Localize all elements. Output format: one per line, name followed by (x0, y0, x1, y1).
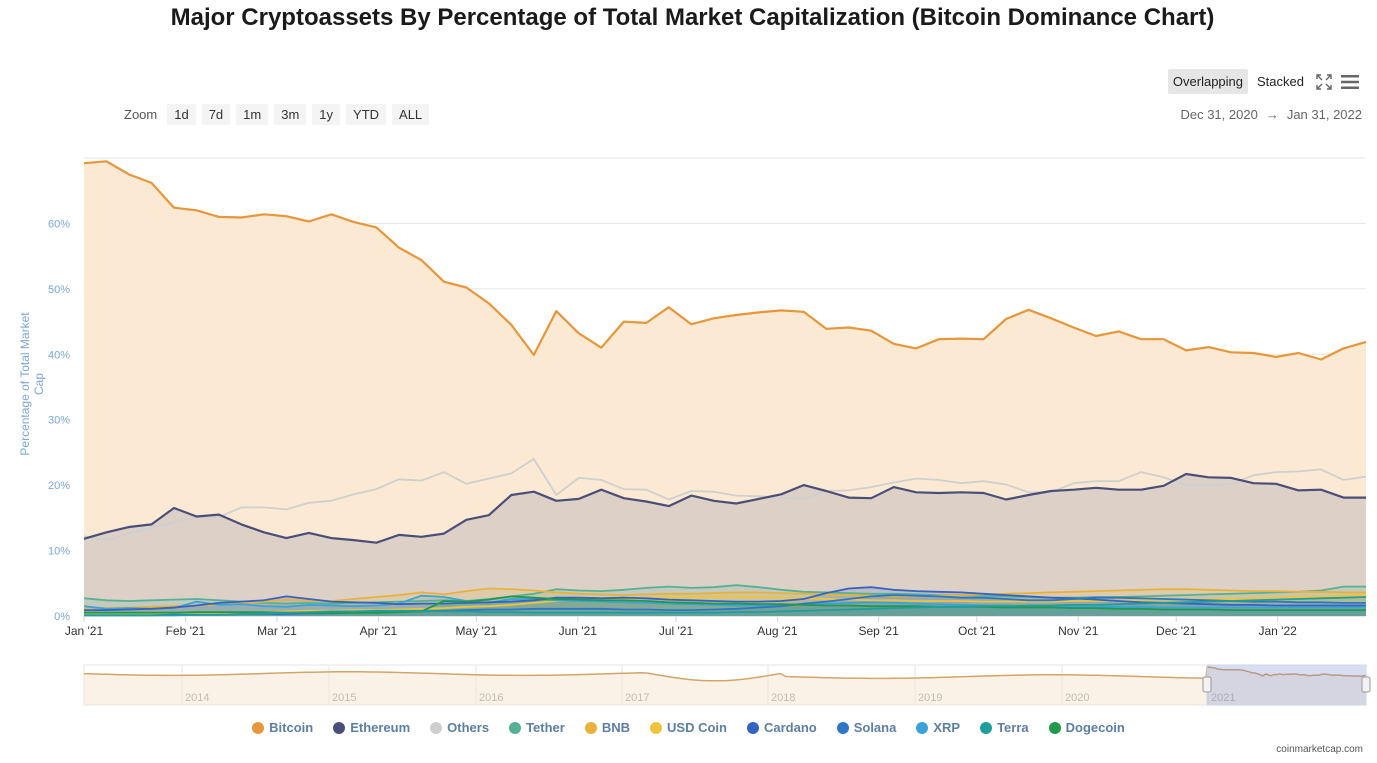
line-ethereum[interactable] (83, 472, 1366, 544)
line-usd-coin[interactable] (84, 594, 1367, 615)
y-tick-label: 0% (54, 611, 70, 623)
x-tick-label: Jul '21 (659, 624, 694, 638)
legend-dot-icon (1048, 721, 1061, 734)
legend-item-tether[interactable]: Tether (509, 720, 565, 735)
range-arrow: → (1265, 107, 1279, 122)
legend-dot-icon (650, 721, 663, 734)
area-dogecoin (84, 596, 1366, 616)
legend-label: Tether (526, 720, 565, 735)
legend-dot-icon (980, 721, 993, 734)
y-tick-label: 10% (48, 546, 70, 558)
legend-item-others[interactable]: Others (430, 720, 489, 735)
x-tick-label: Jan '22 (1258, 624, 1297, 638)
navigator-area (84, 667, 1366, 705)
legend-item-usd-coin[interactable]: USD Coin (650, 720, 727, 735)
fullscreen-icon[interactable] (1313, 71, 1335, 93)
area-ethereum (84, 474, 1366, 616)
legend-label: Dogecoin (1065, 720, 1125, 735)
legend-item-bnb[interactable]: BNB (584, 720, 631, 735)
zoom-ytd-button[interactable]: YTD (346, 104, 387, 125)
chart-mode-toolbar: Overlapping Stacked (1167, 69, 1361, 94)
legend-label: Solana (853, 720, 897, 735)
x-tick-label: May '21 (456, 624, 498, 638)
legend-label: BNB (601, 720, 631, 735)
line-solana[interactable] (84, 594, 1366, 617)
legend-dot-icon (746, 721, 759, 734)
navigator-selection[interactable] (1206, 664, 1367, 706)
y-tick-label: 30% (48, 415, 70, 427)
zoom-toolbar: Zoom 1d 7d 1m 3m 1y YTD ALL (124, 104, 430, 125)
legend-dot-icon (430, 721, 443, 734)
line-others[interactable] (83, 458, 1367, 541)
series-lines (83, 160, 1367, 617)
y-tick-label: 60% (48, 218, 70, 230)
legend-label: USD Coin (667, 720, 727, 735)
legend-item-cardano[interactable]: Cardano (746, 720, 817, 735)
date-range-display: Dec 31, 2020 → Jan 31, 2022 (1180, 107, 1362, 122)
y-axis-ticks: 0% 10% 20% 30% 40% 50% 60% (48, 218, 70, 623)
legend-label: Terra (997, 720, 1029, 735)
legend-item-dogecoin[interactable]: Dogecoin (1048, 720, 1125, 735)
navigator-line (83, 666, 1367, 682)
legend-dot-icon (836, 721, 849, 734)
y-tick-label: 40% (48, 349, 70, 361)
legend-item-ethereum[interactable]: Ethereum (333, 720, 410, 735)
zoom-1m-button[interactable]: 1m (236, 104, 269, 125)
range-end-date[interactable]: Jan 31, 2022 (1286, 107, 1362, 122)
legend-item-xrp[interactable]: XRP (916, 720, 960, 735)
zoom-label: Zoom (124, 107, 158, 122)
zoom-3m-button[interactable]: 3m (274, 104, 307, 125)
x-tick-label: Aug '21 (757, 624, 798, 638)
legend-label: Cardano (763, 720, 817, 735)
legend-dot-icon (333, 721, 346, 734)
legend-dot-icon (916, 721, 929, 734)
hamburger-menu-icon[interactable] (1339, 71, 1361, 93)
legend-item-bitcoin[interactable]: Bitcoin (252, 720, 313, 735)
navigator-handle-left[interactable] (1202, 676, 1212, 693)
zoom-7d-button[interactable]: 7d (201, 104, 231, 125)
x-tick-label: Jun '21 (559, 624, 598, 638)
legend-label: Others (447, 720, 490, 735)
page-title: Major Cryptoassets By Percentage of Tota… (170, 4, 1215, 31)
legend-label: Bitcoin (269, 720, 314, 735)
x-tick-label: Nov '21 (1058, 624, 1099, 638)
line-bitcoin[interactable] (83, 160, 1367, 361)
legend-item-solana[interactable]: Solana (836, 720, 897, 735)
zoom-1d-button[interactable]: 1d (167, 104, 196, 125)
mode-overlapping-button[interactable]: Overlapping (1167, 69, 1249, 94)
navigator[interactable]: 20142015201620172018201920202021 (83, 664, 1371, 706)
line-tether[interactable] (83, 584, 1366, 605)
x-tick-label: Dec '21 (1156, 624, 1197, 638)
source-credit: coinmarketcap.com (1276, 744, 1363, 755)
series-areas (84, 161, 1366, 617)
x-tick-label: Apr '21 (360, 624, 398, 638)
legend-item-terra[interactable]: Terra (980, 720, 1029, 735)
mode-stacked-button[interactable]: Stacked (1257, 74, 1304, 89)
y-tick-label: 20% (48, 480, 70, 492)
x-tick-label: Feb '21 (166, 624, 206, 638)
x-tick-label: Sep '21 (858, 624, 899, 638)
legend: Bitcoin Ethereum Others Tether BNB USD Coin Ca… (0, 720, 1377, 735)
line-bnb[interactable] (83, 587, 1366, 609)
y-tick-label: 50% (48, 284, 70, 296)
x-tick-label: Oct '21 (958, 624, 996, 638)
legend-label: Ethereum (350, 720, 411, 735)
range-start-date[interactable]: Dec 31, 2020 (1180, 107, 1258, 122)
zoom-all-button[interactable]: ALL (392, 104, 430, 125)
legend-dot-icon (252, 721, 265, 734)
x-axis-ticks: Jan '21 Feb '21 Mar '21 Apr '21 May '21 Jun '… (65, 616, 1297, 638)
legend-label: XRP (933, 720, 961, 735)
legend-dot-icon (584, 721, 597, 734)
line-terra[interactable] (84, 596, 1367, 617)
line-xrp[interactable] (83, 594, 1366, 610)
x-tick-label: Jan '21 (65, 624, 104, 638)
x-tick-label: Mar '21 (257, 624, 297, 638)
zoom-1y-button[interactable]: 1y (312, 104, 341, 125)
navigator-handle-right[interactable] (1361, 676, 1371, 693)
legend-dot-icon (509, 721, 522, 734)
